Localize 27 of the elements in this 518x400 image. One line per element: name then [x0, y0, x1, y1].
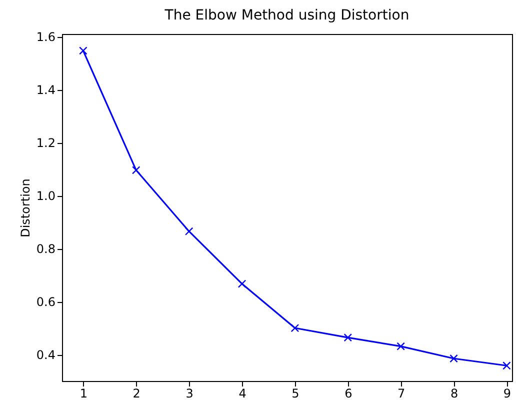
x-tick-label: 8 [450, 386, 458, 400]
point [238, 280, 246, 288]
y-tick-label: 1.4 [36, 83, 56, 98]
point [450, 354, 458, 363]
x-tick-label: 7 [398, 386, 406, 400]
point [344, 333, 352, 342]
point [502, 362, 511, 370]
x-tick-label: 6 [344, 386, 352, 400]
point [396, 342, 405, 350]
x-tick-label: 9 [503, 386, 512, 400]
x-tick-label: 3 [186, 386, 194, 400]
y-tick-label: 1.0 [36, 189, 56, 204]
y-tick-label: 0.4 [36, 348, 56, 362]
x-tick-label: 4 [238, 386, 246, 400]
point [132, 166, 140, 174]
y-tick-label: 0.6 [36, 295, 56, 310]
y-axis-title: Distortion [18, 178, 32, 238]
y-tick-label: 1.6 [36, 30, 56, 44]
x-tick-label: 2 [132, 386, 140, 400]
y-tick-label: 1.2 [36, 136, 56, 150]
y-tick-label: 0.8 [36, 242, 56, 256]
chart-title: The Elbow Method using Distortion [164, 8, 410, 24]
point [184, 227, 194, 236]
x-tick-label: 1 [80, 386, 88, 400]
x-tick-label: 5 [292, 386, 300, 400]
point [79, 46, 88, 55]
point [290, 324, 300, 332]
